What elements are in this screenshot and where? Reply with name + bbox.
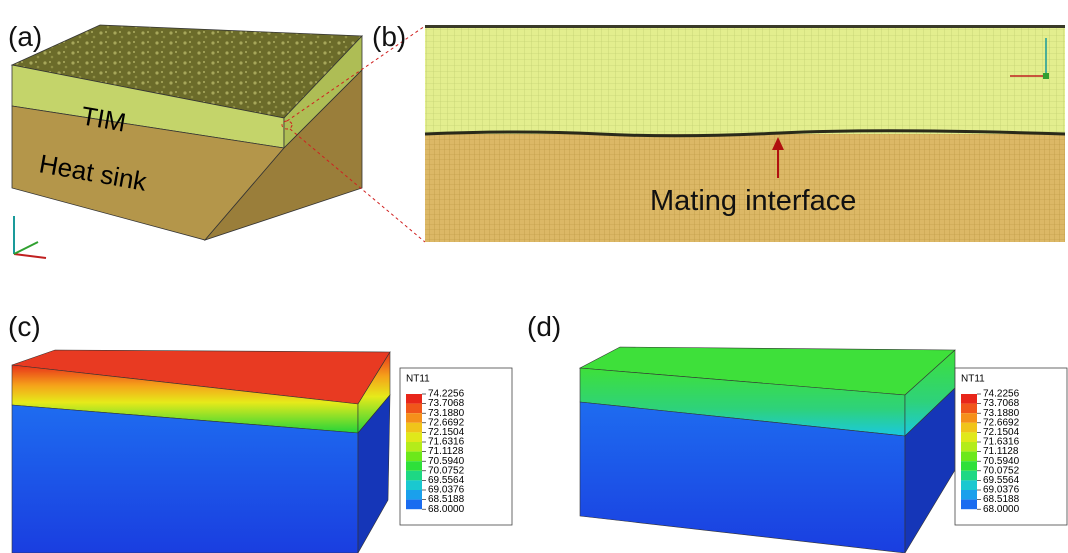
legend-swatch [961,480,977,490]
legend-swatch [406,452,422,462]
legend-swatch [961,394,977,404]
legend-value: 68.0000 [428,504,465,515]
legend-swatch [961,404,977,414]
legend-swatch [961,500,977,510]
annotation: Mating interface [650,185,856,217]
legend-swatch [406,413,422,423]
legend-swatch [961,423,977,433]
legend-swatch [961,413,977,423]
legend-swatch [406,461,422,471]
panel-b: Mating interface [425,25,1065,242]
page: {"panels": {"a": "(a)", "b": "(b)", "c":… [0,0,1068,553]
legend-swatch [961,452,977,462]
panel-label: (d) [527,311,561,342]
figure: TIM Heat sink Mating interface [0,0,1068,553]
legend-swatch [406,432,422,442]
panel-label: (c) [8,311,41,342]
legend-swatch [961,471,977,481]
legend-title: NT11 [406,374,430,385]
legend-swatch [961,432,977,442]
legend-swatch [406,404,422,414]
panel-label: (b) [372,21,406,52]
panel-a: TIM Heat sink [12,25,362,258]
legend-swatch [406,500,422,510]
panel-c [12,350,390,553]
legend-value: 68.0000 [983,504,1020,515]
panel-d [580,347,955,553]
legend-swatch [961,490,977,500]
legend-swatch [406,442,422,452]
legend-swatch [406,394,422,404]
legend-swatch [406,480,422,490]
legend-swatch [406,423,422,433]
legend: NT1174.225673.706873.188072.669272.15047… [400,368,512,525]
legend-swatch [961,461,977,471]
legend-swatch [406,471,422,481]
legend-swatch [406,490,422,500]
legend-title: NT11 [961,374,985,385]
legend-swatch [961,442,977,452]
legend: NT1174.225673.706873.188072.669272.15047… [955,368,1067,525]
panel-label: (a) [8,21,42,52]
